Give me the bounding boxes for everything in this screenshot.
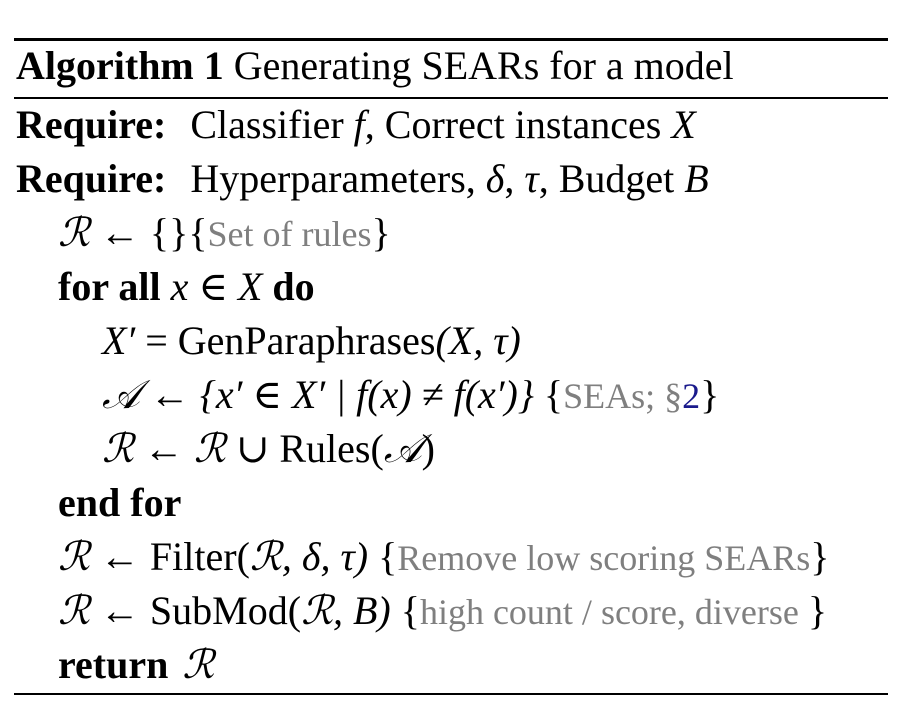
return-keyword: return	[58, 642, 169, 687]
rules-symbol: ℛ	[301, 588, 333, 634]
algorithm-caption: Algorithm 1 Generating SEARs for a model	[16, 39, 734, 93]
function-name: GenParaphrases	[177, 318, 436, 363]
require-text: Hyperparameters,	[190, 156, 486, 201]
step-paraphrase: X′ = GenParaphrases(X, τ)	[102, 314, 521, 368]
step-filter: ℛ ← Filter(ℛ, δ, τ) {Remove low scoring …	[58, 530, 829, 584]
comment: Remove low scoring SEARs	[397, 538, 811, 578]
comment-brace: {	[188, 210, 208, 255]
comment-brace: }	[807, 588, 828, 633]
assignment: ←	[89, 534, 150, 579]
assignment: ← {}	[89, 210, 189, 255]
function-name: Filter	[149, 534, 237, 579]
require-line-2: Require: Hyperparameters, δ, τ, Budget B	[16, 152, 709, 206]
require-text: , Correct instances	[364, 102, 672, 147]
union: ∪	[225, 426, 280, 471]
comment: SEAs; §	[563, 376, 683, 416]
caption-rule	[14, 97, 888, 99]
bottom-rule	[14, 693, 888, 695]
for-keyword: for all	[58, 264, 161, 309]
paren: (	[287, 588, 302, 633]
var-X: X	[671, 102, 696, 147]
require-text: Classifier	[190, 102, 354, 147]
assignment: ←	[89, 588, 150, 633]
paren: (	[236, 534, 250, 579]
algorithm-label: Algorithm 1	[16, 43, 224, 88]
var-X-prime: X′	[102, 318, 136, 363]
require-text: , Budget	[538, 156, 685, 201]
rules-symbol: ℛ	[193, 426, 226, 472]
comment-brace: }	[700, 372, 720, 417]
function-name: SubMod	[149, 588, 288, 633]
element-of: ∈	[188, 264, 238, 309]
step-submod: ℛ ← SubMod(ℛ, B) {high count / score, di…	[58, 584, 827, 638]
rules-symbol: ℛ	[58, 534, 90, 580]
step-return: return ℛ	[58, 638, 214, 692]
top-rule	[14, 38, 888, 41]
step-init: ℛ ← {}{Set of rules}	[58, 206, 391, 260]
separator: ,	[504, 156, 525, 201]
function-args: , B)	[332, 588, 391, 633]
rules-symbol: ℛ	[58, 588, 90, 634]
require-line-1: Require: Classifier f, Correct instances…	[16, 98, 696, 152]
section-ref[interactable]: 2	[682, 376, 701, 416]
comment-brace: {	[368, 534, 398, 579]
require-keyword: Require:	[16, 156, 167, 201]
rules-symbol: ℛ	[58, 210, 90, 256]
function-args: (X, τ)	[435, 318, 521, 363]
comment: high count / score, diverse	[419, 592, 808, 632]
do-keyword: do	[272, 264, 315, 309]
var-x: x	[170, 264, 189, 309]
comment-brace: }	[371, 210, 391, 255]
rules-symbol: ℛ	[249, 534, 282, 580]
algorithm-title: Generating SEARs for a model	[233, 43, 734, 88]
seas-symbol: 𝒜	[383, 426, 422, 472]
paren: (	[370, 426, 384, 471]
rules-symbol: ℛ	[102, 426, 134, 472]
function-name: Rules	[279, 426, 371, 471]
step-union: ℛ ← ℛ ∪ Rules(𝒜)	[102, 422, 435, 476]
assignment: ←	[133, 426, 194, 471]
set-expression: ← {x′ ∈ X′ | f(x) ≠ f(x′)}	[139, 372, 534, 417]
var-f: f	[353, 102, 365, 147]
step-endfor: end for	[58, 476, 181, 530]
comment: Set of rules	[207, 214, 372, 254]
equals: =	[135, 318, 178, 363]
var-tau: τ	[524, 156, 539, 201]
function-args: , δ, τ)	[281, 534, 369, 579]
require-keyword: Require:	[16, 102, 167, 147]
var-X: X	[237, 264, 263, 309]
step-for: for all x ∈ X do	[58, 260, 315, 314]
endfor-keyword: end for	[58, 480, 182, 525]
comment-brace: }	[810, 534, 830, 579]
comment-brace: {	[533, 372, 564, 417]
var-delta: δ	[485, 156, 505, 201]
seas-symbol: 𝒜	[102, 372, 140, 418]
rules-symbol: ℛ	[182, 642, 215, 688]
comment-brace: {	[390, 588, 420, 633]
step-seas: 𝒜 ← {x′ ∈ X′ | f(x) ≠ f(x′)} {SEAs; §2}	[102, 368, 719, 422]
paren: )	[421, 426, 435, 471]
var-B: B	[684, 156, 709, 201]
